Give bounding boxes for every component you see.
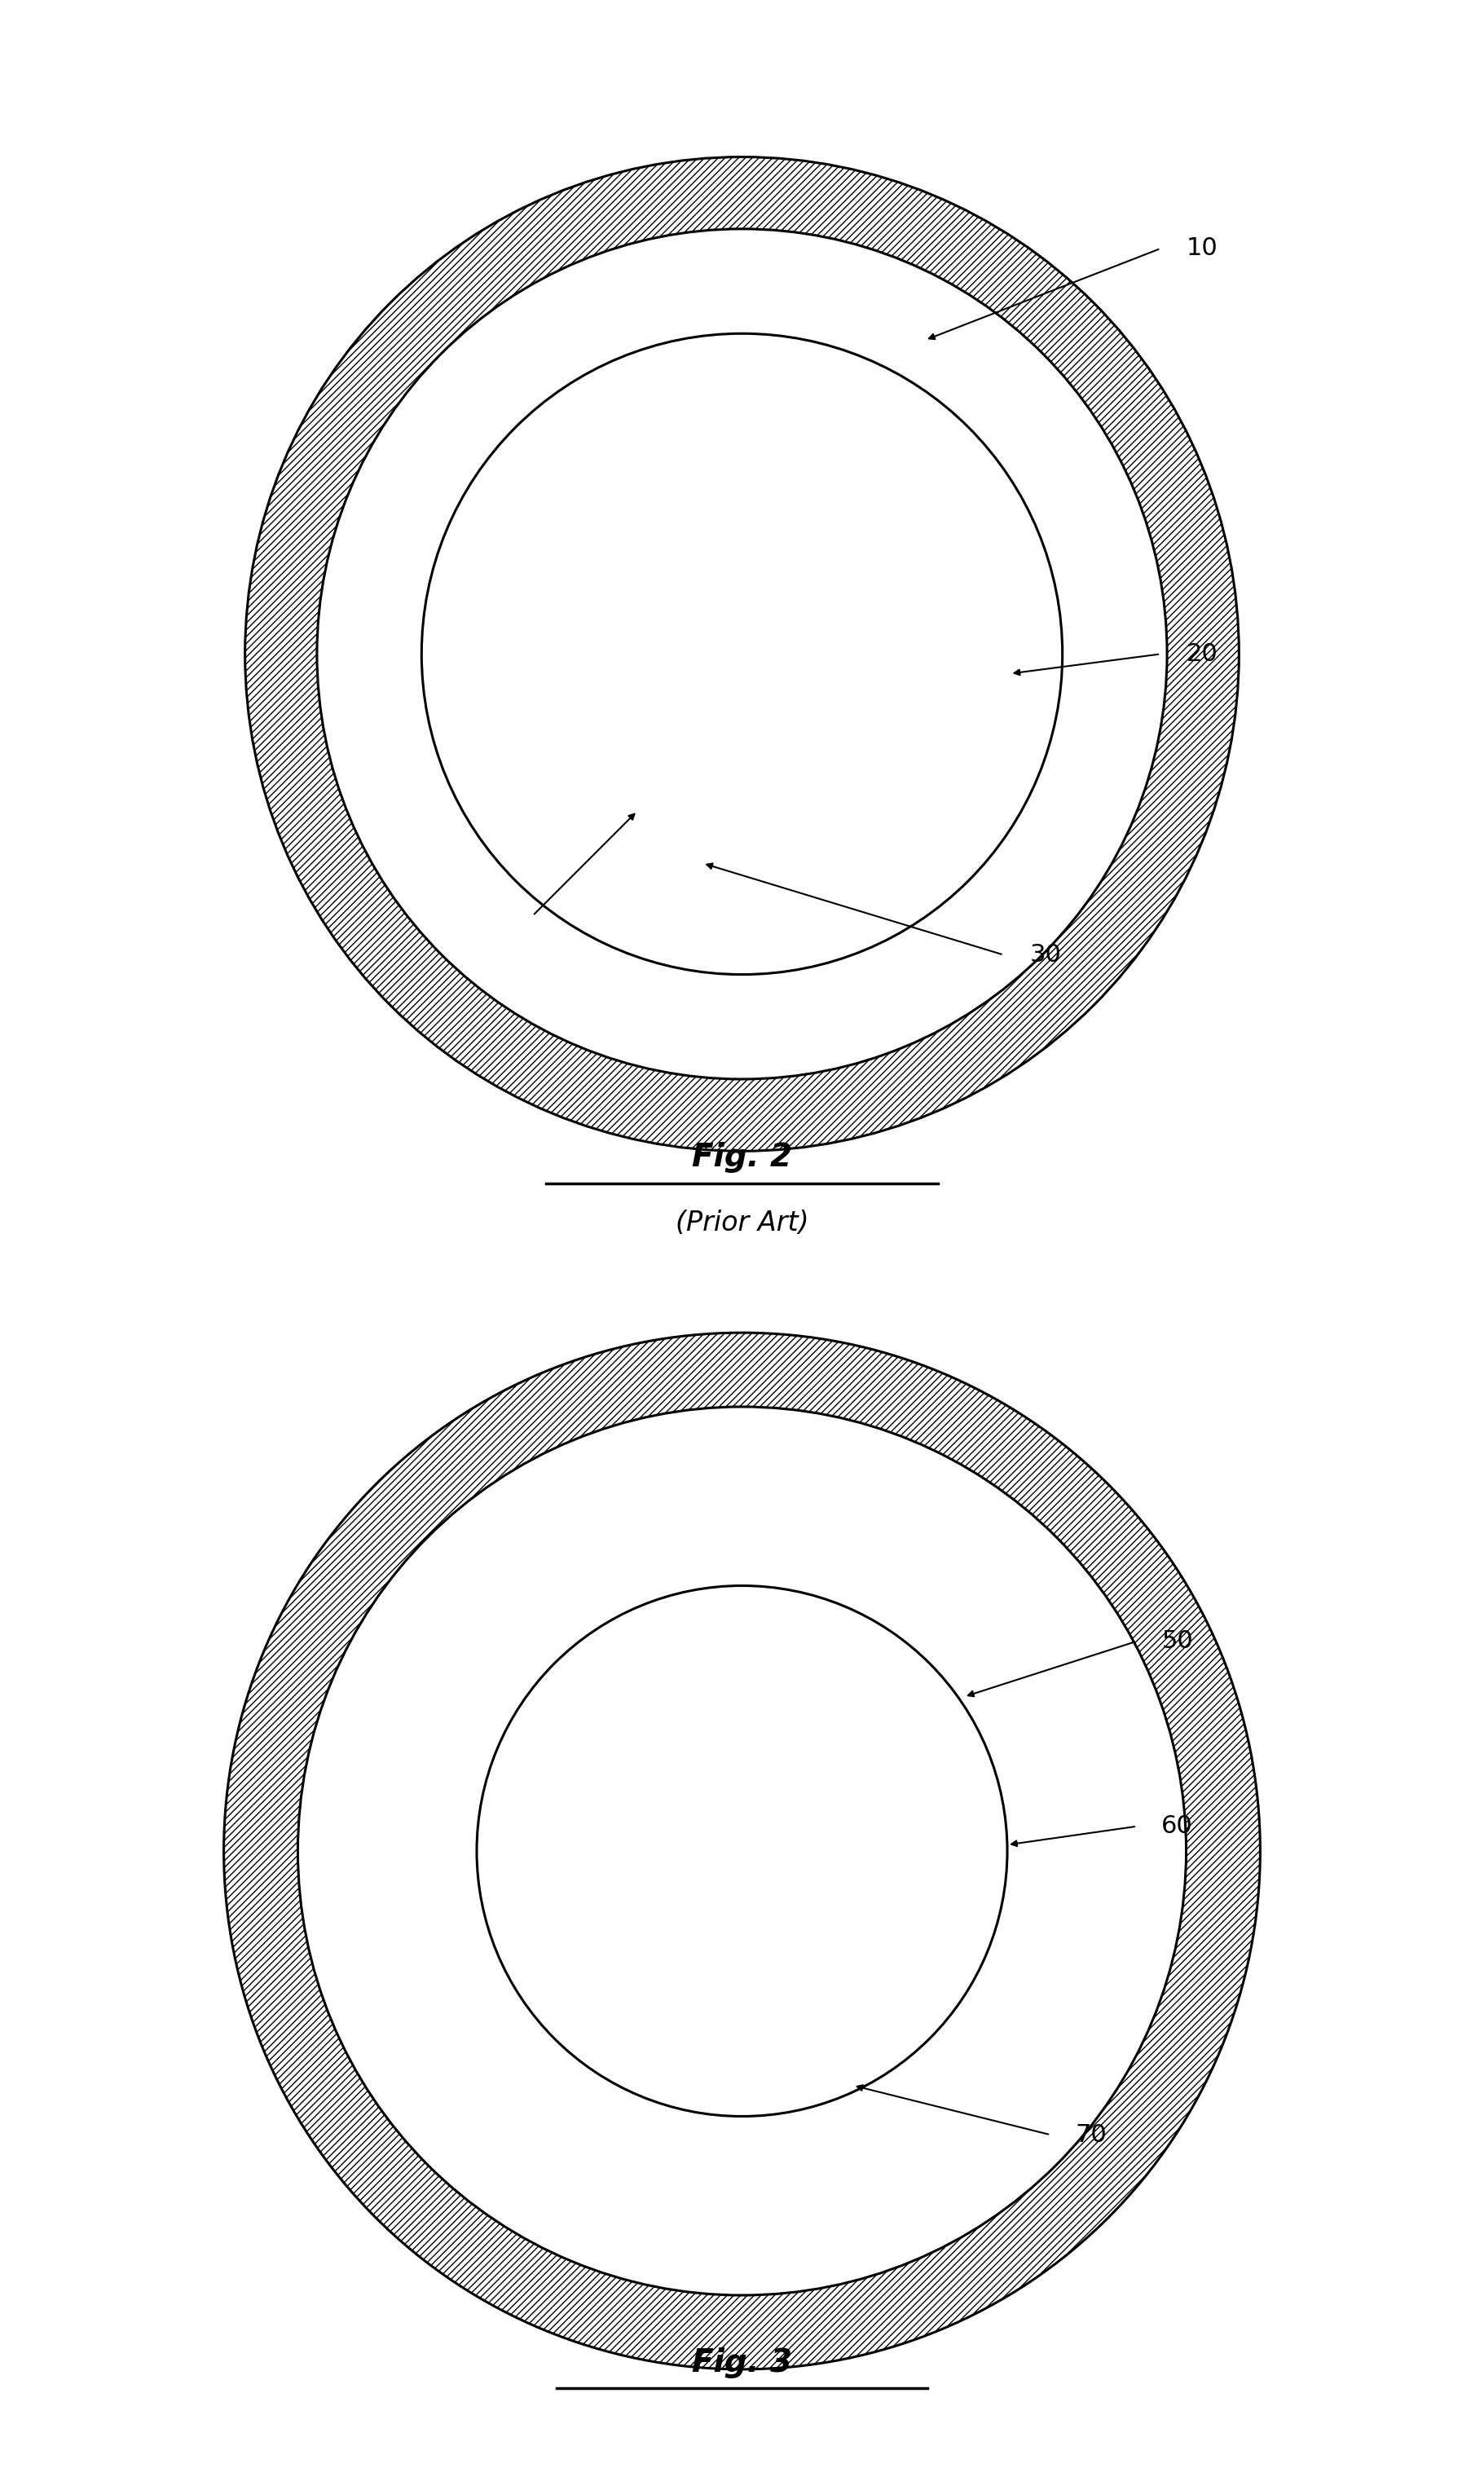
Text: Fig. 3: Fig. 3 [692, 2347, 792, 2379]
Circle shape [318, 230, 1166, 1079]
Circle shape [421, 333, 1063, 975]
Circle shape [318, 230, 1166, 1079]
Text: 70: 70 [1074, 2122, 1107, 2147]
Circle shape [298, 1407, 1186, 2295]
Circle shape [421, 333, 1063, 975]
Text: 30: 30 [1030, 943, 1061, 967]
Text: 10: 10 [1187, 237, 1218, 259]
Text: Fig. 2: Fig. 2 [692, 1143, 792, 1172]
Circle shape [298, 1407, 1186, 2295]
Text: 60: 60 [1162, 1814, 1193, 1839]
Circle shape [245, 158, 1239, 1150]
Text: 50: 50 [1162, 1629, 1193, 1654]
Circle shape [378, 1486, 1106, 2216]
Circle shape [476, 1587, 1008, 2115]
Circle shape [378, 1486, 1106, 2216]
Text: (Prior Art): (Prior Art) [675, 1209, 809, 1236]
Circle shape [224, 1333, 1260, 2369]
Circle shape [476, 1587, 1008, 2115]
Text: 20: 20 [1187, 642, 1218, 666]
